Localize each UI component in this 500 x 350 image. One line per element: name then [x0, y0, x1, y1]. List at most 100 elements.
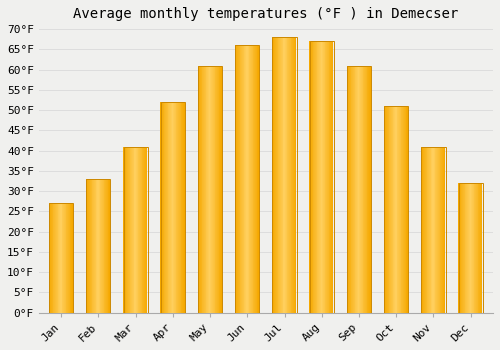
- Bar: [470, 183, 471, 313]
- Bar: [171, 102, 172, 313]
- Bar: [101, 179, 102, 313]
- Bar: [311, 41, 312, 313]
- Bar: [166, 102, 167, 313]
- Bar: [235, 45, 260, 313]
- Bar: [175, 102, 176, 313]
- Bar: [390, 106, 391, 313]
- Bar: [247, 45, 248, 313]
- Bar: [199, 65, 200, 313]
- Bar: [124, 147, 148, 313]
- Bar: [286, 37, 288, 313]
- Bar: [165, 102, 166, 313]
- Bar: [424, 147, 425, 313]
- Bar: [350, 65, 352, 313]
- Bar: [168, 102, 169, 313]
- Bar: [50, 203, 51, 313]
- Bar: [434, 147, 436, 313]
- Bar: [366, 65, 368, 313]
- Bar: [332, 41, 334, 313]
- Bar: [428, 147, 429, 313]
- Bar: [239, 45, 240, 313]
- Bar: [314, 41, 315, 313]
- Bar: [71, 203, 72, 313]
- Bar: [460, 183, 462, 313]
- Bar: [285, 37, 286, 313]
- Bar: [426, 147, 428, 313]
- Bar: [312, 41, 314, 313]
- Bar: [478, 183, 479, 313]
- Bar: [140, 147, 141, 313]
- Bar: [160, 102, 161, 313]
- Bar: [282, 37, 284, 313]
- Bar: [130, 147, 131, 313]
- Bar: [106, 179, 107, 313]
- Bar: [127, 147, 128, 313]
- Bar: [235, 45, 236, 313]
- Bar: [52, 203, 54, 313]
- Bar: [443, 147, 444, 313]
- Bar: [331, 41, 332, 313]
- Bar: [237, 45, 238, 313]
- Bar: [354, 65, 356, 313]
- Bar: [123, 147, 124, 313]
- Bar: [323, 41, 324, 313]
- Bar: [463, 183, 464, 313]
- Bar: [442, 147, 443, 313]
- Bar: [96, 179, 97, 313]
- Bar: [202, 65, 203, 313]
- Bar: [364, 65, 365, 313]
- Bar: [324, 41, 326, 313]
- Bar: [403, 106, 404, 313]
- Bar: [63, 203, 64, 313]
- Bar: [361, 65, 362, 313]
- Bar: [67, 203, 68, 313]
- Bar: [429, 147, 430, 313]
- Bar: [387, 106, 388, 313]
- Bar: [433, 147, 434, 313]
- Bar: [216, 65, 217, 313]
- Bar: [422, 147, 446, 313]
- Bar: [208, 65, 209, 313]
- Bar: [256, 45, 258, 313]
- Bar: [274, 37, 276, 313]
- Bar: [173, 102, 174, 313]
- Bar: [169, 102, 170, 313]
- Bar: [278, 37, 280, 313]
- Bar: [172, 102, 173, 313]
- Bar: [180, 102, 182, 313]
- Bar: [129, 147, 130, 313]
- Bar: [273, 37, 274, 313]
- Bar: [310, 41, 334, 313]
- Bar: [54, 203, 55, 313]
- Bar: [97, 179, 98, 313]
- Bar: [141, 147, 142, 313]
- Bar: [164, 102, 165, 313]
- Bar: [406, 106, 407, 313]
- Bar: [459, 183, 460, 313]
- Bar: [86, 179, 110, 313]
- Bar: [421, 147, 422, 313]
- Bar: [289, 37, 290, 313]
- Bar: [182, 102, 183, 313]
- Bar: [322, 41, 323, 313]
- Bar: [213, 65, 214, 313]
- Title: Average monthly temperatures (°F ) in Demecser: Average monthly temperatures (°F ) in De…: [74, 7, 458, 21]
- Bar: [384, 106, 386, 313]
- Bar: [280, 37, 281, 313]
- Bar: [293, 37, 294, 313]
- Bar: [255, 45, 256, 313]
- Bar: [206, 65, 208, 313]
- Bar: [368, 65, 369, 313]
- Bar: [402, 106, 403, 313]
- Bar: [395, 106, 396, 313]
- Bar: [346, 65, 348, 313]
- Bar: [108, 179, 110, 313]
- Bar: [441, 147, 442, 313]
- Bar: [348, 65, 349, 313]
- Bar: [320, 41, 322, 313]
- Bar: [62, 203, 63, 313]
- Bar: [430, 147, 432, 313]
- Bar: [272, 37, 273, 313]
- Bar: [315, 41, 316, 313]
- Bar: [349, 65, 350, 313]
